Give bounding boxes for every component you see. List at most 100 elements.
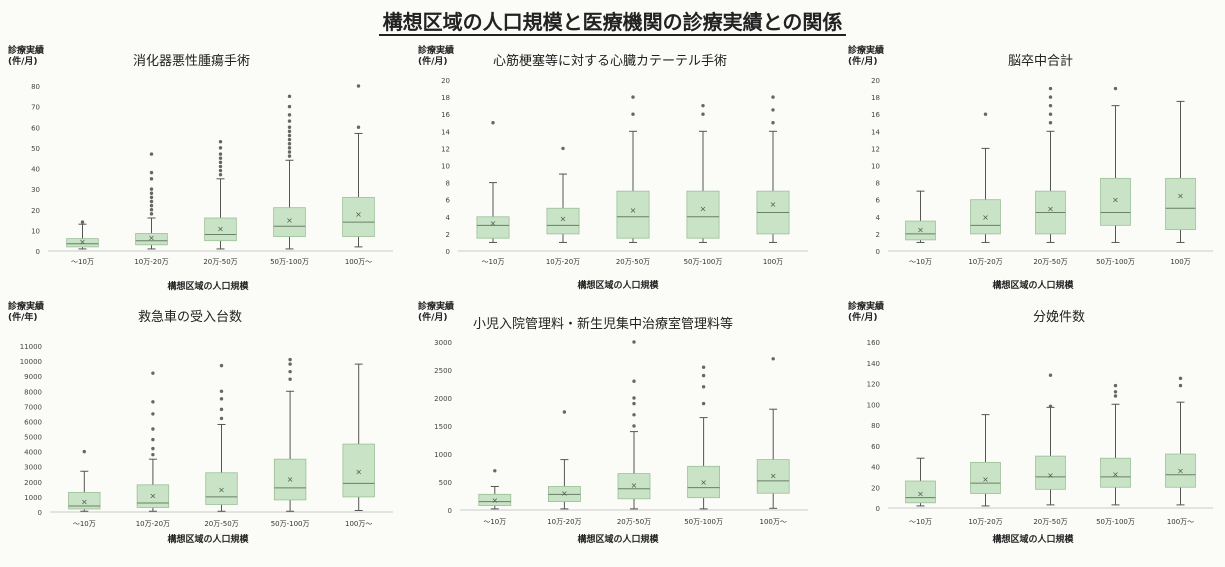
mean-marker: ×: [286, 216, 293, 225]
y-tick-label: 1500: [434, 423, 452, 431]
mean-marker: ×: [148, 234, 155, 243]
outlier-point: [150, 171, 153, 174]
box-0: ×: [69, 450, 101, 511]
box-1: ×: [137, 371, 169, 511]
outlier-point: [81, 220, 84, 223]
y-tick-label: 6000: [24, 418, 42, 426]
y-tick-label: 20: [441, 77, 450, 85]
outlier-point: [288, 362, 291, 365]
y-tick-label: 50: [31, 145, 40, 153]
outlier-point: [357, 126, 360, 129]
outlier-point: [151, 438, 154, 441]
x-tick-label: ～10万: [73, 520, 96, 528]
box-3: ×: [274, 95, 306, 249]
x-tick-label: 100万～: [345, 520, 372, 528]
outlier-point: [632, 380, 635, 383]
y-tick-label: 20: [871, 484, 880, 492]
outlier-point: [150, 152, 153, 155]
outlier-point: [632, 413, 635, 416]
box-2: ×: [206, 364, 238, 511]
outlier-point: [150, 204, 153, 207]
x-axis-label: 構想区域の人口規模: [848, 532, 1218, 545]
y-tick-label: 11000: [20, 343, 42, 351]
mean-marker: ×: [560, 215, 567, 224]
outlier-point: [288, 370, 291, 373]
y-tick-label: 80: [871, 422, 880, 430]
outlier-point: [702, 402, 705, 405]
y-tick-label: 10: [441, 163, 450, 171]
outlier-point: [632, 402, 635, 405]
chart-svg: 020406080100120140160×～10万×10万-20万×20万-5…: [848, 302, 1218, 545]
box-3: ×: [1101, 87, 1131, 243]
box-1: ×: [971, 415, 1001, 506]
outlier-point: [1049, 95, 1052, 98]
box-0: ×: [477, 121, 509, 242]
y-tick-label: 14: [441, 128, 450, 136]
mean-marker: ×: [79, 238, 86, 247]
box-0: ×: [906, 458, 936, 506]
outlier-point: [1049, 374, 1052, 377]
outlier-point: [288, 134, 291, 137]
x-tick-label: 10万-20万: [136, 520, 170, 528]
chart-svg: 01020304050607080×～10万×10万-20万×20万-50万×5…: [8, 46, 408, 311]
x-tick-label: 50万-100万: [270, 258, 309, 266]
y-tick-label: 2500: [434, 367, 452, 375]
outlier-point: [1049, 87, 1052, 90]
y-tick-label: 12: [871, 145, 880, 153]
y-tick-label: 120: [867, 381, 880, 389]
box-4: ×: [1166, 377, 1196, 505]
outlier-point: [1049, 405, 1052, 408]
y-tick-label: 18: [871, 94, 880, 102]
outlier-point: [150, 187, 153, 190]
y-tick-label: 4: [876, 214, 881, 222]
outlier-point: [220, 364, 223, 367]
y-tick-label: 140: [867, 360, 880, 368]
y-tick-label: 0: [38, 509, 42, 517]
outlier-point: [702, 385, 705, 388]
x-tick-label: 20万-50万: [616, 258, 650, 266]
outlier-point: [288, 95, 291, 98]
outlier-point: [491, 121, 494, 124]
outlier-point: [220, 390, 223, 393]
outlier-point: [150, 200, 153, 203]
chart-panel-cardiac-catheter: 診療実績 (件/月) 心筋梗塞等に対する心臓カテーテル手術 0 2 4 6 8 10 12 1…: [418, 46, 818, 311]
y-tick-label: 10: [871, 163, 880, 171]
outlier-point: [220, 408, 223, 411]
y-tick-label: 2000: [434, 395, 452, 403]
y-tick-label: 1000: [434, 451, 452, 459]
box-2: ×: [618, 340, 650, 509]
y-tick-label: 1000: [24, 494, 42, 502]
y-tick-label: 9000: [24, 373, 42, 381]
box-iqr: [1166, 178, 1196, 229]
mean-marker: ×: [700, 204, 707, 213]
box-0: ×: [67, 220, 99, 249]
y-tick-label: 14: [871, 128, 880, 136]
outlier-point: [220, 417, 223, 420]
outlier-point: [219, 173, 222, 176]
x-tick-label: 100万～: [345, 258, 372, 266]
outlier-point: [772, 357, 775, 360]
outlier-point: [1049, 113, 1052, 116]
mean-marker: ×: [1177, 467, 1184, 476]
mean-marker: ×: [770, 471, 777, 480]
y-tick-label: 0: [876, 505, 880, 513]
x-tick-label: 100万～: [760, 518, 787, 526]
x-tick-label: 10万-20万: [547, 518, 581, 526]
outlier-point: [701, 104, 704, 107]
y-tick-label: 5000: [24, 434, 42, 442]
x-tick-label: 50万-100万: [271, 520, 310, 528]
outlier-point: [219, 140, 222, 143]
x-axis-label: 構想区域の人口規模: [418, 278, 818, 291]
outlier-point: [771, 108, 774, 111]
outlier-point: [150, 192, 153, 195]
x-axis-label: 構想区域の人口規模: [418, 532, 818, 545]
y-tick-label: 6: [446, 197, 451, 205]
y-tick-label: 4000: [24, 449, 42, 457]
mean-marker: ×: [1112, 470, 1119, 479]
mean-marker: ×: [81, 497, 88, 506]
outlier-point: [219, 156, 222, 159]
x-tick-label: ～10万: [483, 518, 506, 526]
x-tick-label: 100万: [763, 258, 783, 266]
y-tick-label: 60: [871, 443, 880, 451]
outlier-point: [1114, 394, 1117, 397]
